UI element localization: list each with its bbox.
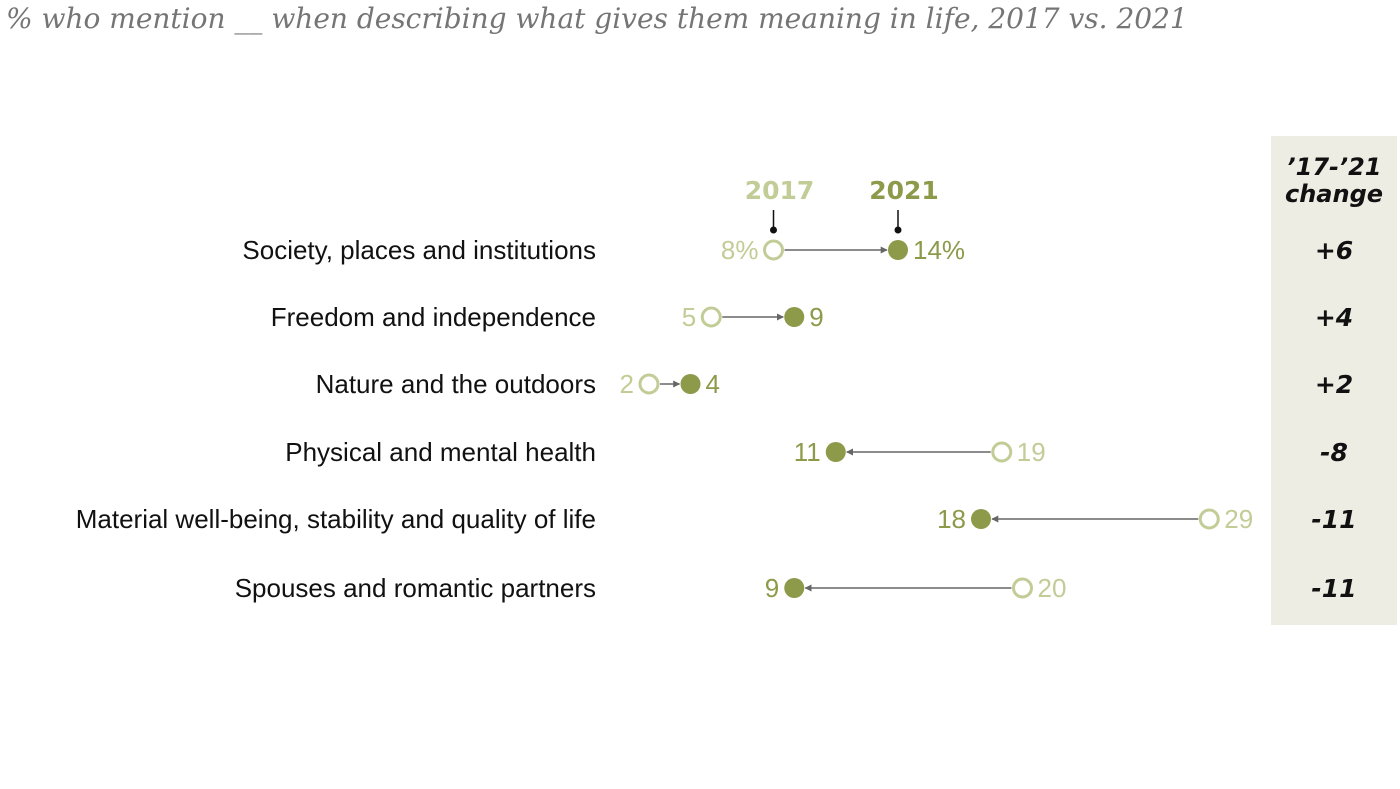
legend-pointer-dot-2017 (770, 226, 777, 234)
value-label-2017: 29 (1224, 504, 1253, 534)
value-label-2021: 11 (794, 437, 821, 467)
chart-row: Material well-being, stability and quali… (76, 504, 1357, 534)
value-label-2021: 14% (913, 235, 965, 265)
marker-2021 (888, 240, 908, 260)
marker-2017 (638, 373, 660, 395)
change-header-line-1: ’17-’21 (1287, 153, 1382, 181)
chart-row: Physical and mental health 19 11 -8 (285, 437, 1348, 467)
change-value: -8 (1320, 438, 1348, 467)
value-label-2021: 18 (937, 504, 966, 534)
change-value: -11 (1311, 505, 1356, 534)
chart-row: Society, places and institutions 8% 14% +6 (242, 235, 1353, 265)
chart-row: Nature and the outdoors 2 4 +2 (316, 369, 1354, 399)
marker-2017 (700, 306, 722, 328)
value-label-2017: 5 (682, 302, 696, 332)
change-value: +6 (1315, 236, 1353, 265)
category-label: Freedom and independence (271, 302, 596, 332)
marker-2017 (1198, 508, 1220, 530)
value-label-2021: 4 (706, 369, 720, 399)
value-label-2021: 9 (809, 302, 823, 332)
chart-row: Spouses and romantic partners 20 9 -11 (235, 573, 1357, 603)
category-label: Physical and mental health (285, 437, 596, 467)
marker-2017 (991, 441, 1013, 463)
legend-label-2021: 2021 (869, 176, 939, 205)
chart-subtitle: % who mention __ when describing what gi… (6, 2, 1188, 35)
value-label-2017: 20 (1038, 573, 1067, 603)
marker-2017 (1012, 577, 1033, 599)
category-label: Nature and the outdoors (316, 369, 596, 399)
legend-label-2017: 2017 (745, 176, 815, 205)
category-label: Spouses and romantic partners (235, 573, 596, 603)
change-value: +2 (1315, 370, 1353, 399)
marker-2021 (971, 509, 991, 529)
value-label-2017: 19 (1017, 437, 1046, 467)
marker-2021 (784, 578, 805, 598)
marker-2021 (825, 442, 846, 462)
change-header-line-2: change (1285, 180, 1383, 208)
change-value: -11 (1311, 574, 1356, 603)
marker-2021 (680, 374, 701, 394)
category-label: Material well-being, stability and quali… (76, 504, 596, 534)
value-label-2021: 9 (765, 573, 779, 603)
change-value: +4 (1315, 303, 1353, 332)
category-label: Society, places and institutions (242, 235, 596, 265)
value-label-2017: 8% (721, 235, 759, 265)
change-panel (1271, 136, 1397, 625)
value-label-2017: 2 (620, 369, 634, 399)
chart-row: Freedom and independence 5 9 +4 (271, 302, 1353, 332)
legend-pointer-dot-2021 (894, 226, 902, 234)
marker-2017 (763, 239, 784, 261)
marker-2021 (784, 307, 805, 327)
